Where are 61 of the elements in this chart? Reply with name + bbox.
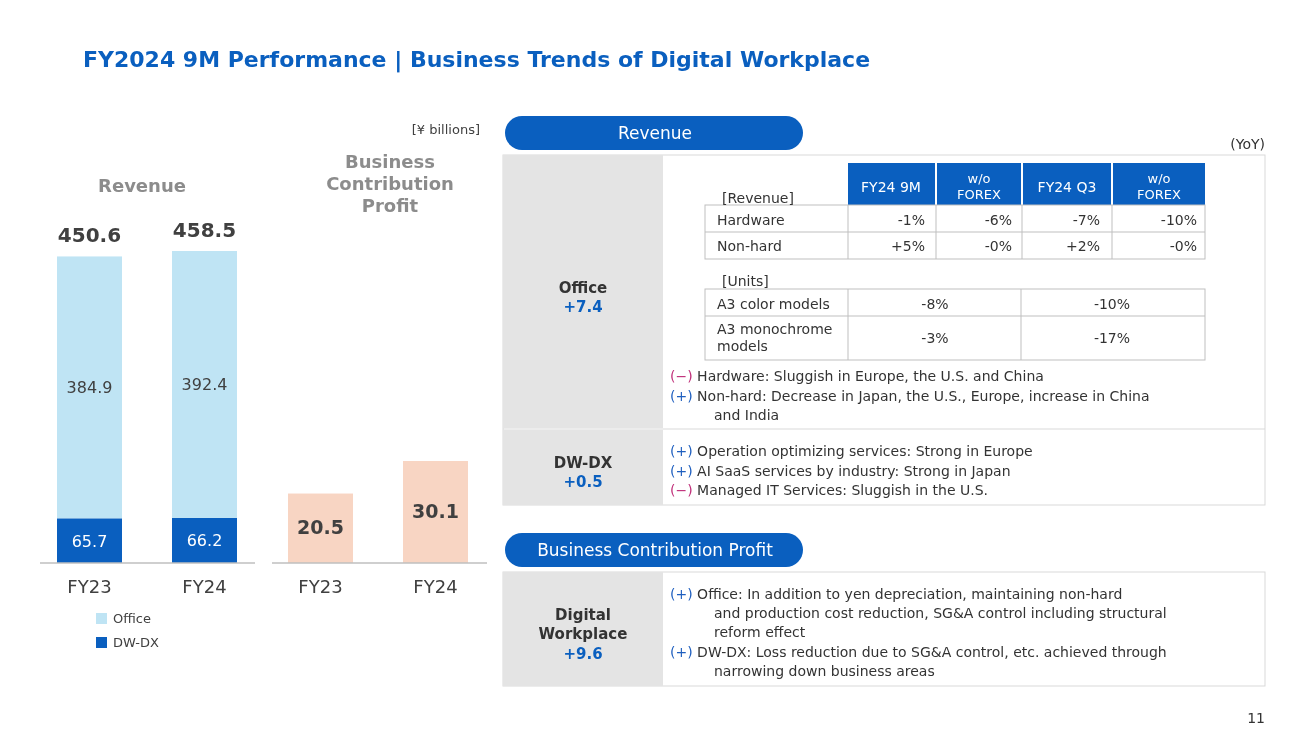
text: (+) AI SaaS services by industry: Strong in Japan (670, 463, 1011, 479)
text: -0% (984, 238, 1012, 254)
data-label: 20.5 (297, 516, 344, 539)
text: DW-DX (553, 454, 613, 472)
text: Hardware (717, 212, 785, 228)
text: -10% (1093, 296, 1131, 312)
text: +0.5 (563, 473, 603, 491)
text: -10% (1160, 212, 1197, 228)
bar (172, 251, 237, 518)
data-label: 384.9 (66, 378, 113, 398)
text: Business Contribution Profit (537, 540, 774, 560)
text: (+) Operation optimizing services: Strong in Europe (670, 443, 1033, 459)
text: (−) Managed IT Services: Sluggish in the U.S. (670, 482, 988, 498)
data-label: 65.7 (71, 531, 108, 551)
text: (+) DW-DX: Loss reduction due to SG&A control, etc. achieved through narrowing down business areas (670, 644, 1167, 679)
text: A3 color models (717, 296, 830, 312)
data-label: 30.1 (412, 500, 459, 522)
bar (57, 518, 122, 563)
text: +7.4 (563, 298, 603, 316)
text: -3% (921, 330, 949, 346)
text: Digital Workplace (538, 606, 628, 643)
chart-title: Business Contribution Profit (326, 151, 454, 216)
text: FY2024 9M Performance | Business Trends of Digital Workplace (83, 47, 871, 73)
text: +2% (1066, 238, 1100, 254)
x-tick-label: FY23 (67, 576, 112, 597)
text: (YoY) (1230, 136, 1265, 152)
text: Non-hard (717, 238, 782, 254)
text: (+) Office: In addition to yen depreciation, maintaining non-hard and production cost reduction, SG&A control including structural reform effect (670, 586, 1167, 640)
text: FY24 9M (861, 179, 921, 195)
text: 11 (1247, 710, 1265, 726)
chart-title: Revenue (98, 175, 186, 196)
text: (+) Non-hard: Decrease in Japan, the U.S., Europe, increase in China and India (670, 388, 1150, 423)
total-label: 458.5 (172, 218, 237, 242)
text: +5% (891, 238, 925, 254)
text: [Revenue] (722, 190, 794, 206)
text: [Units] (722, 273, 769, 289)
legend-label: Office (113, 611, 151, 626)
text: w/o FOREX (1137, 171, 1182, 202)
text: -17% (1093, 330, 1131, 346)
text: -0% (1169, 238, 1197, 254)
x-tick-label: FY23 (298, 576, 343, 597)
data-label: 66.2 (186, 531, 223, 551)
text: +9.6 (563, 645, 603, 663)
text: A3 monochrome models (717, 321, 833, 354)
legend-label: DW-DX (113, 635, 160, 650)
text: Revenue (617, 123, 693, 143)
text: Office (558, 279, 608, 297)
text: w/o FOREX (957, 171, 1002, 202)
data-label: 392.4 (181, 375, 228, 395)
bar (172, 517, 237, 563)
text: -6% (984, 212, 1012, 228)
total-label: 450.6 (57, 223, 122, 248)
text: -1% (897, 212, 925, 228)
text: (−) Hardware: Sluggish in Europe, the U.S. and China (670, 368, 1044, 384)
text: -7% (1072, 212, 1100, 228)
x-tick-label: FY24 (413, 576, 458, 597)
text: FY24 Q3 (1037, 179, 1097, 195)
text: [¥ billions] (411, 122, 480, 137)
text: -8% (921, 296, 949, 312)
bar (57, 256, 122, 519)
x-tick-label: FY24 (182, 576, 227, 597)
